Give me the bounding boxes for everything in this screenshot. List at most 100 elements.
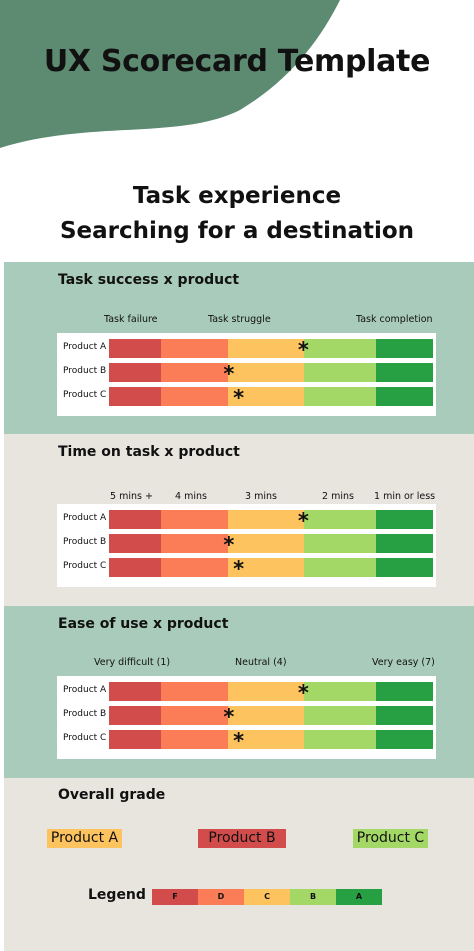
grade-segment-c xyxy=(228,682,304,701)
grade-segment-d xyxy=(161,730,228,749)
task-subtitle: Searching for a destination xyxy=(59,218,415,244)
grade-segment-d xyxy=(161,387,228,406)
grade-badge: Product C xyxy=(353,829,428,848)
score-bar: * xyxy=(109,338,433,362)
score-marker-icon: * xyxy=(223,705,235,729)
grade-segment-a xyxy=(376,706,433,725)
legend-title: Legend xyxy=(88,887,146,903)
grade-segment-f xyxy=(109,558,161,577)
score-marker-icon: * xyxy=(297,681,309,705)
grade-segment-f xyxy=(109,682,161,701)
product-row: Product C * xyxy=(57,386,436,410)
score-marker-icon: * xyxy=(233,557,245,581)
grade-segment-d xyxy=(161,682,228,701)
section-task-success: Task success x product Task failure Task… xyxy=(4,262,474,434)
scale-label: 2 mins xyxy=(322,491,354,502)
legend-item-d: D xyxy=(198,889,244,905)
legend-item-f: F xyxy=(152,889,198,905)
section-time-on-task: Time on task x product 5 mins + 4 mins 3… xyxy=(4,434,474,606)
legend-item-a: A xyxy=(336,889,382,905)
grade-segment-a xyxy=(376,339,433,358)
product-label: Product A xyxy=(63,685,107,695)
grade-segment-f xyxy=(109,363,161,382)
score-card: Product A * Product B * Product C * xyxy=(57,504,436,587)
grade-segment-f xyxy=(109,706,161,725)
grade-segment-c xyxy=(228,339,304,358)
product-row: Product C * xyxy=(57,557,436,581)
product-label: Product C xyxy=(63,390,107,400)
grade-segment-b xyxy=(304,387,376,406)
grade-segment-c xyxy=(228,387,304,406)
score-card: Product A * Product B * Product C * xyxy=(57,676,436,759)
section-title: Ease of use x product xyxy=(58,616,229,632)
page-title: UX Scorecard Template xyxy=(43,44,431,79)
grade-segment-c xyxy=(228,534,304,553)
product-label: Product C xyxy=(63,561,107,571)
score-bar: * xyxy=(109,509,433,533)
scale-label: 1 min or less xyxy=(374,491,436,502)
score-bar: * xyxy=(109,533,433,557)
scale-label: 3 mins xyxy=(245,491,277,502)
product-row: Product A * xyxy=(57,681,436,705)
grade-segment-f xyxy=(109,534,161,553)
score-bar: * xyxy=(109,557,433,581)
grade-segment-f xyxy=(109,387,161,406)
product-label: Product B xyxy=(63,709,107,719)
grade-segment-f xyxy=(109,730,161,749)
product-row: Product A * xyxy=(57,509,436,533)
grade-badge: Product B xyxy=(198,829,286,848)
grade-segment-d xyxy=(161,339,228,358)
grade-segment-b xyxy=(304,682,376,701)
score-bar: * xyxy=(109,705,433,729)
product-row: Product C * xyxy=(57,729,436,753)
scale-label: 5 mins + xyxy=(110,491,153,502)
product-row: Product B * xyxy=(57,705,436,729)
grade-segment-c xyxy=(228,558,304,577)
scale-label: Neutral (4) xyxy=(235,657,287,668)
product-row: Product B * xyxy=(57,363,436,385)
score-card: Product A * Product B * Product C * xyxy=(57,333,436,416)
grade-segment-d xyxy=(161,534,228,553)
product-label: Product B xyxy=(63,537,107,547)
grade-segment-d xyxy=(161,510,228,529)
product-label: Product C xyxy=(63,733,107,743)
grade-segment-d xyxy=(161,706,228,725)
scale-label: Task struggle xyxy=(208,314,271,325)
grade-segment-a xyxy=(376,682,433,701)
task-title: Task experience xyxy=(132,183,342,209)
scale-label: 4 mins xyxy=(175,491,207,502)
score-marker-icon: * xyxy=(297,338,309,362)
grade-segment-c xyxy=(228,363,304,382)
grade-segment-f xyxy=(109,510,161,529)
legend-item-b: B xyxy=(290,889,336,905)
scale-label: Very difficult (1) xyxy=(94,657,171,668)
score-marker-icon: * xyxy=(233,386,245,410)
grade-segment-b xyxy=(304,510,376,529)
grade-segment-b xyxy=(304,363,376,382)
scale-label: Task completion xyxy=(356,314,433,325)
grade-segment-a xyxy=(376,730,433,749)
grade-segment-a xyxy=(376,387,433,406)
section-title: Task success x product xyxy=(58,272,240,288)
product-row: Product B * xyxy=(57,533,436,557)
scale-label: Task failure xyxy=(104,314,158,325)
grade-segment-f xyxy=(109,339,161,358)
score-marker-icon: * xyxy=(297,509,309,533)
grade-segment-d xyxy=(161,558,228,577)
legend: F D C B A xyxy=(152,889,382,905)
header-blob xyxy=(0,0,340,148)
grade-segment-b xyxy=(304,558,376,577)
score-marker-icon: * xyxy=(233,729,245,753)
score-marker-icon: * xyxy=(223,533,235,557)
grade-segment-a xyxy=(376,558,433,577)
grade-segment-b xyxy=(304,706,376,725)
grade-segment-d xyxy=(161,363,228,382)
grade-segment-c xyxy=(228,730,304,749)
legend-item-c: C xyxy=(244,889,290,905)
grade-segment-a xyxy=(376,510,433,529)
score-bar: * xyxy=(109,729,433,753)
grade-badge: Product A xyxy=(47,829,122,848)
product-label: Product B xyxy=(63,366,107,376)
grade-segment-c xyxy=(228,510,304,529)
grade-segment-b xyxy=(304,730,376,749)
